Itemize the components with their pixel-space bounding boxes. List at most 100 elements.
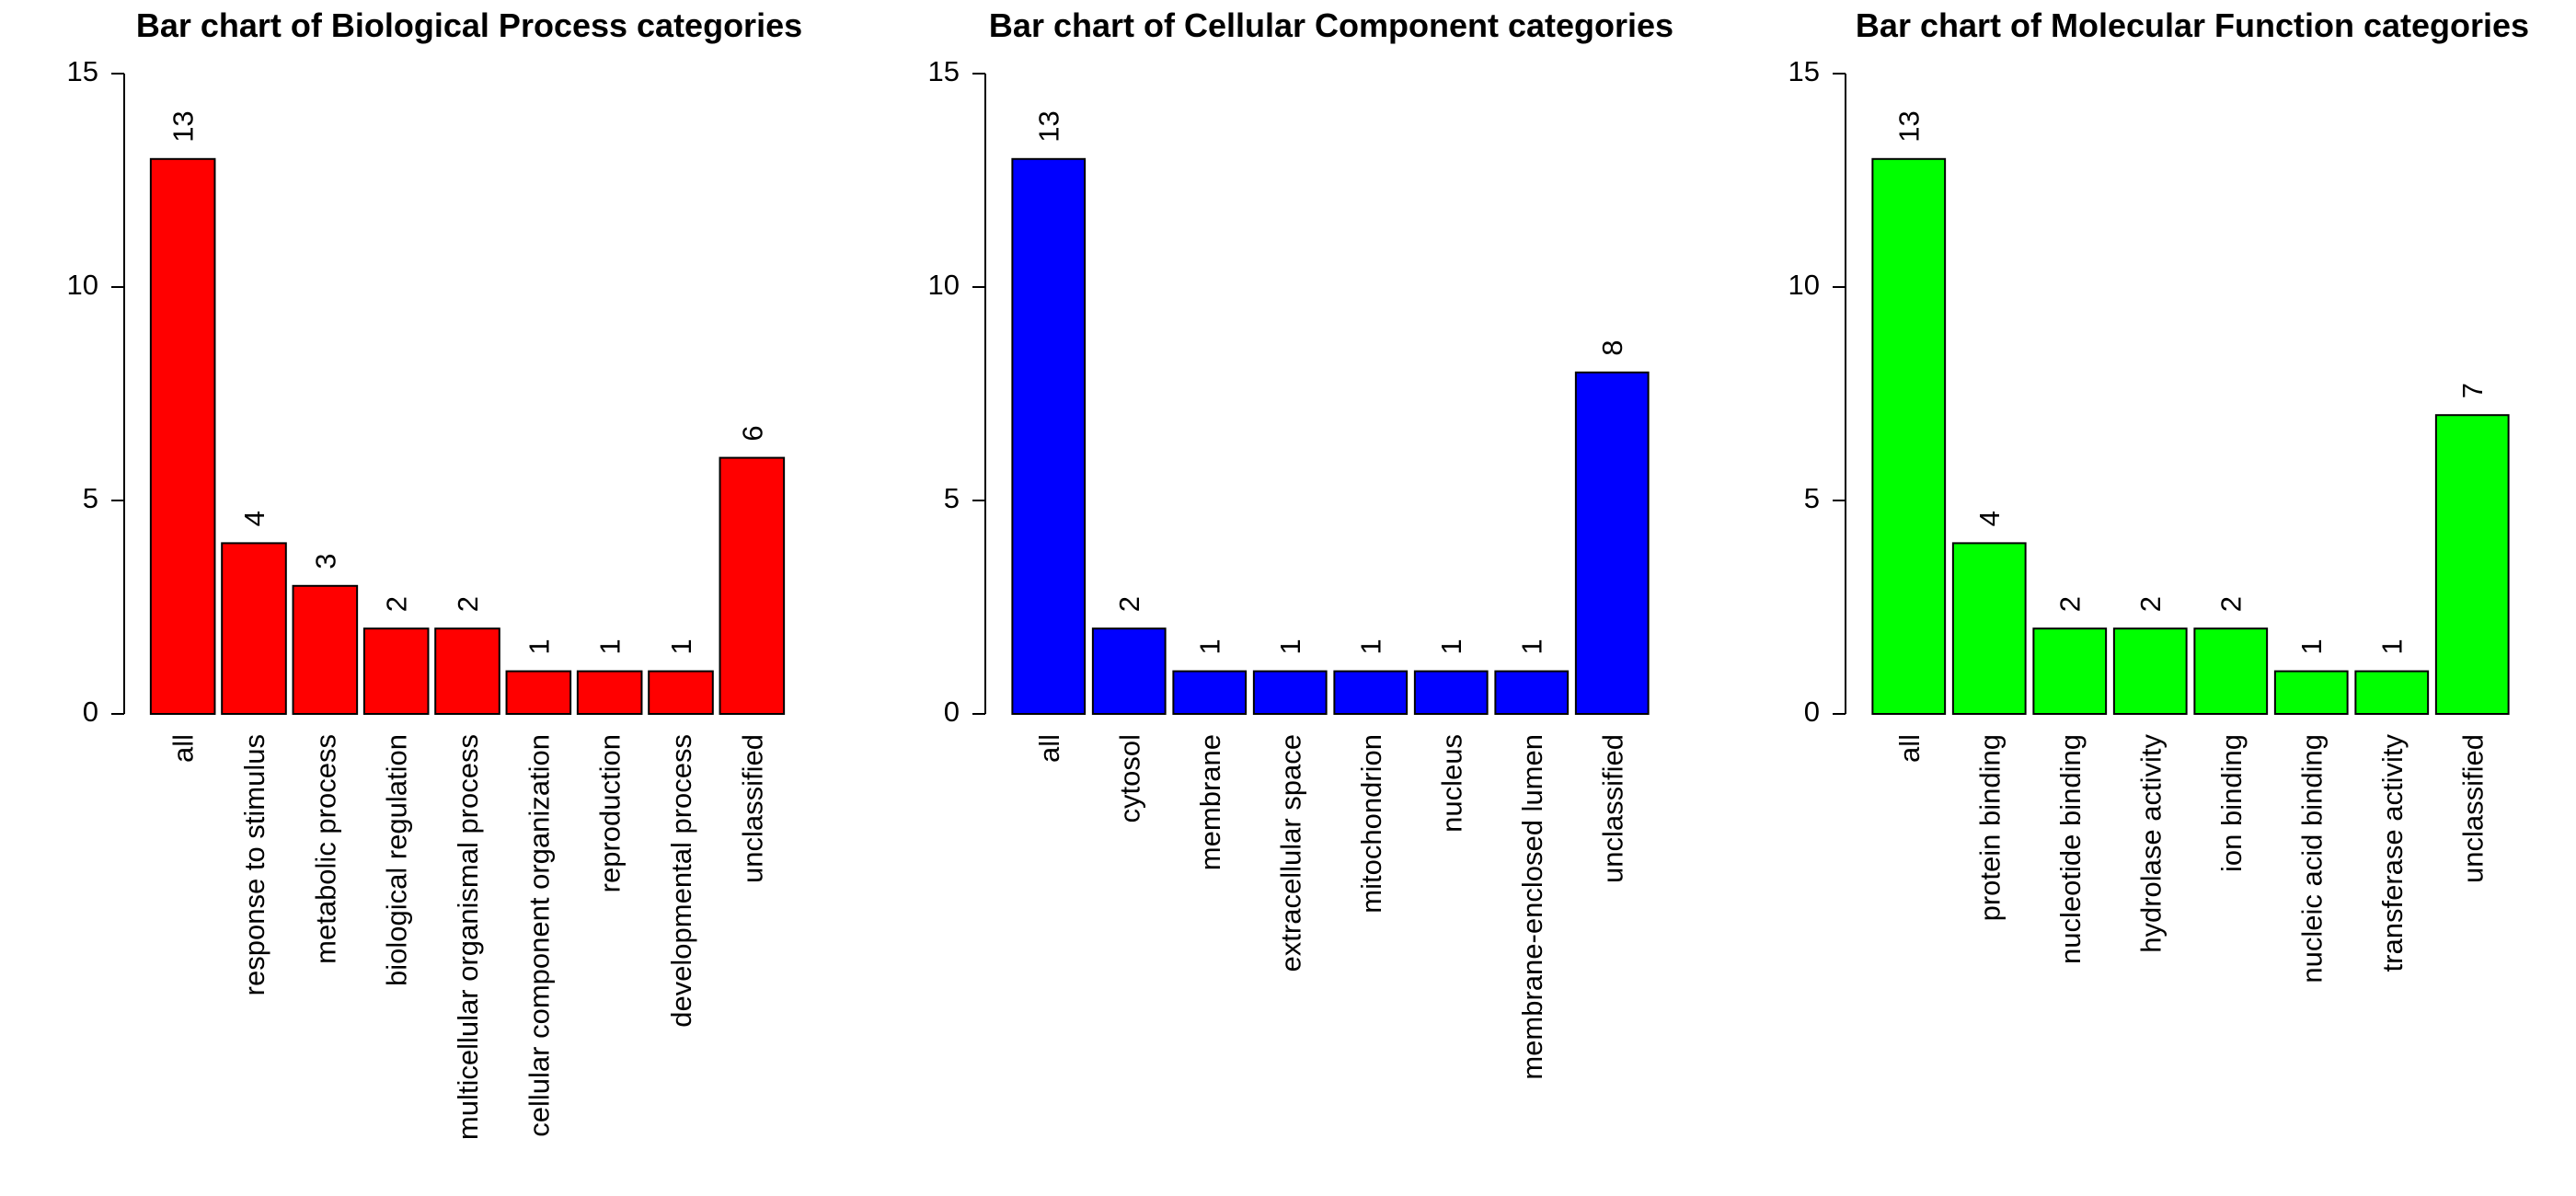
data-label: 1 [1435,638,1467,654]
category-label: all [1893,734,1926,763]
y-tick-label: 0 [944,696,960,728]
bar [576,670,643,715]
bar [505,670,572,715]
category-label: ion binding [2215,734,2248,872]
bar [719,456,786,715]
y-tick-label: 15 [1788,55,1820,87]
bar [362,627,430,716]
cellular-component-panel: Bar chart of Cellular Component categori… [928,6,1674,1080]
data-label: 1 [523,638,555,654]
y-tick-label: 0 [1804,696,1820,728]
bar [292,584,359,715]
data-label: 1 [2295,638,2328,654]
category-label: cellular component organization [523,734,555,1137]
category-label: unclassified [2456,734,2489,883]
bar [2193,627,2269,716]
data-label: 2 [2054,596,2087,612]
data-label: 1 [1355,638,1387,654]
category-label: transferase activity [2376,734,2409,972]
y-tick-label: 10 [1788,269,1820,301]
category-label: all [1033,734,1065,763]
category-labels: all cytosol membrane extracellular space mit… [1033,734,1629,1080]
category-labels: all response to stimulus metabolic process… [167,734,769,1140]
bar [434,627,500,716]
bar [1333,670,1409,715]
category-labels: all protein binding nucleotide binding hydr… [1893,734,2490,983]
data-label: 1 [1194,638,1226,654]
data-labels: 13 4 3 2 2 1 1 1 6 [167,110,769,654]
data-label: 2 [1113,596,1145,612]
category-label: response to stimulus [238,734,270,995]
data-label: 1 [1274,638,1306,654]
category-label: nucleus [1435,734,1467,833]
data-label: 2 [381,596,413,612]
biological-process-panel: Bar chart of Biological Process categori… [67,6,803,1140]
data-label: 2 [2134,596,2167,612]
data-label: 1 [2376,638,2409,654]
data-label: 2 [452,596,484,612]
y-tick-label: 0 [83,696,98,728]
data-label: 1 [665,638,697,654]
category-label: developmental process [665,734,697,1028]
bar-series [149,157,786,716]
category-label: biological regulation [381,734,413,986]
bar [648,670,714,715]
bar [1951,542,2027,716]
y-tick-label: 10 [67,269,98,301]
data-label: 1 [1516,638,1548,654]
data-label: 1 [594,638,627,654]
category-label: nucleotide binding [2054,734,2087,964]
y-tick-label: 15 [67,55,98,87]
y-tick-label: 5 [1804,482,1820,514]
bar-series [1871,157,2510,716]
bar [1011,157,1087,716]
category-label: nucleic acid binding [2295,734,2328,983]
data-label: 3 [309,554,341,569]
data-label: 13 [167,110,200,142]
chart-title: Bar chart of Biological Process categori… [136,6,802,44]
category-label: hydrolase activity [2134,734,2167,953]
data-label: 2 [2215,596,2248,612]
bar [2354,670,2430,715]
bar [149,157,216,716]
category-label: multicellular organismal process [452,734,484,1140]
bar [1172,670,1248,715]
data-label: 13 [1033,110,1065,142]
y-tick-label: 5 [944,482,960,514]
category-label: membrane [1194,734,1226,870]
y-axis: 0 5 10 15 [928,55,986,728]
y-tick-label: 15 [928,55,960,87]
data-label: 6 [736,425,768,441]
category-label: extracellular space [1274,734,1306,972]
data-label: 4 [1973,511,2006,526]
data-label: 13 [1893,110,1926,142]
category-label: cytosol [1113,734,1145,822]
y-tick-label: 10 [928,269,960,301]
chart-title: Bar chart of Molecular Function categori… [1856,6,2529,44]
molecular-function-panel: Bar chart of Molecular Function categori… [1788,6,2530,983]
bar [2273,670,2349,715]
category-label: mitochondrion [1355,734,1387,914]
category-label: reproduction [594,734,627,892]
bar [1091,627,1167,716]
bar [1252,670,1328,715]
data-labels: 13 4 2 2 2 1 1 7 [1893,110,2490,654]
bar [2032,627,2108,716]
bar [221,542,287,716]
bar [1574,371,1650,715]
bar [2112,627,2188,716]
y-axis: 0 5 10 15 [1788,55,1846,728]
category-label: metabolic process [309,734,341,964]
data-label: 4 [238,511,270,526]
data-labels: 13 2 1 1 1 1 1 8 [1033,110,1629,654]
data-label: 7 [2456,383,2489,398]
category-label: all [167,734,200,763]
category-label: membrane-enclosed lumen [1516,734,1548,1080]
bar [1871,157,1947,716]
y-tick-label: 5 [83,482,98,514]
bar [2434,414,2510,715]
category-label: protein binding [1973,734,2006,921]
chart-title: Bar chart of Cellular Component categori… [989,6,1673,44]
category-label: unclassified [1596,734,1628,883]
